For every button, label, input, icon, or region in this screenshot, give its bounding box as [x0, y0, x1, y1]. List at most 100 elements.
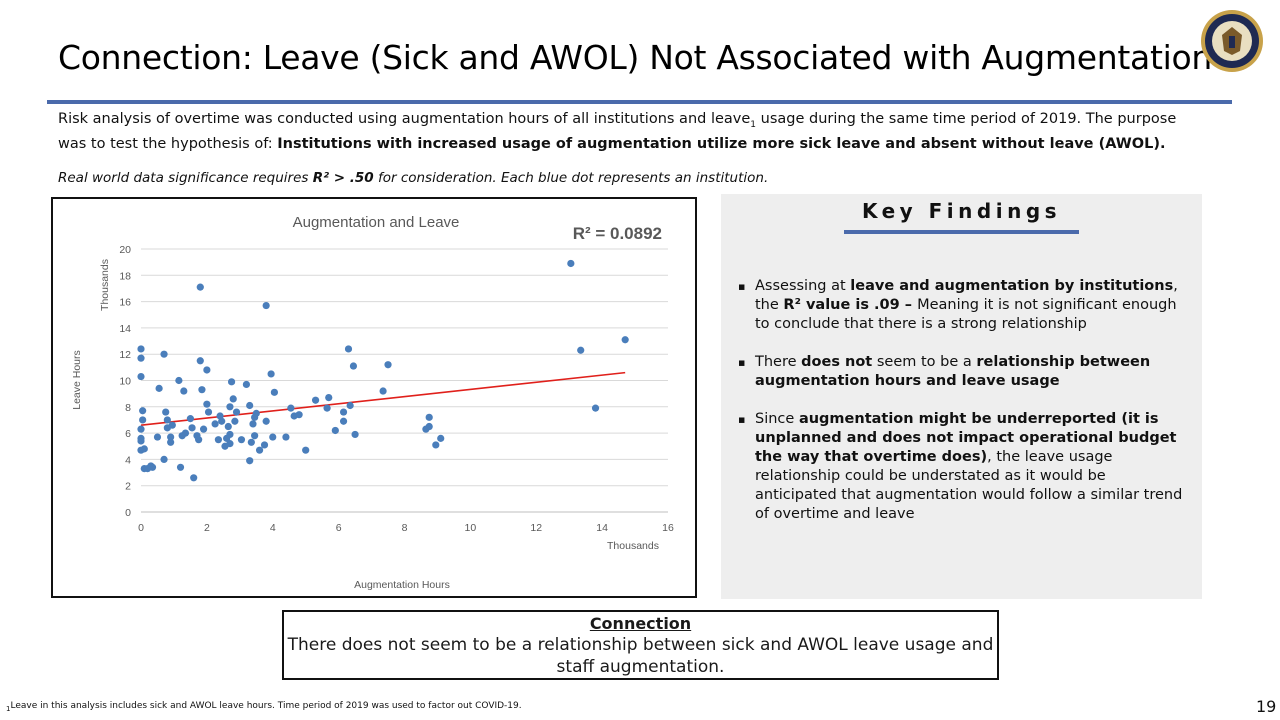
finding-bold: R² value is .09 –	[783, 297, 918, 313]
y-units-label: Thousands	[99, 259, 111, 311]
data-point	[231, 417, 239, 425]
data-point	[168, 421, 176, 429]
data-point	[226, 430, 234, 439]
data-point	[137, 354, 145, 362]
note-text-a: Real world data significance requires	[58, 170, 313, 186]
finding-bold: leave and augmentation by institutions	[850, 278, 1174, 294]
data-point	[621, 336, 629, 344]
data-point	[167, 438, 175, 446]
data-point	[232, 408, 241, 416]
data-point	[140, 445, 148, 453]
data-point	[425, 422, 433, 431]
finding-item: ▪ Assessing at leave and augmentation by …	[736, 277, 1186, 334]
finding-text: Meaning it is not significant enough to …	[755, 297, 1177, 332]
data-point	[229, 395, 237, 403]
data-point	[137, 372, 145, 381]
data-point	[188, 424, 196, 432]
key-findings-list: ▪ Assessing at leave and augmentation by …	[736, 277, 1186, 543]
key-findings-panel: Key Findings ▪ Assessing at leave and aug…	[721, 194, 1202, 599]
data-point	[267, 370, 275, 378]
y-tick-label: 2	[125, 481, 131, 493]
footnote-number: 1	[6, 704, 11, 713]
data-point	[148, 463, 157, 471]
data-point	[180, 387, 188, 395]
x-tick-label: 12	[530, 522, 542, 534]
data-point	[196, 357, 204, 365]
data-point	[432, 441, 440, 449]
data-point	[242, 380, 250, 389]
finding-bold: does not	[801, 354, 873, 370]
data-point	[227, 378, 236, 386]
data-point	[196, 283, 204, 291]
data-point	[199, 425, 208, 433]
data-point	[379, 387, 387, 395]
data-point	[251, 432, 259, 440]
finding-text: , the	[755, 278, 1178, 313]
data-point	[270, 388, 278, 396]
data-point	[137, 345, 145, 353]
data-point	[203, 400, 211, 408]
data-point	[384, 361, 392, 369]
data-point	[262, 301, 270, 310]
data-point	[249, 420, 257, 428]
data-point	[351, 430, 359, 439]
finding-bold: relationship between augmentation hours …	[755, 354, 1151, 389]
data-point	[226, 440, 234, 448]
key-findings-title: Key Findings	[861, 199, 1062, 223]
data-point	[155, 384, 163, 392]
data-point	[346, 401, 354, 410]
x-axis-label: Augmentation Hours	[354, 579, 450, 591]
data-point	[262, 417, 270, 425]
data-point	[190, 474, 198, 482]
x-tick-label: 2	[204, 522, 210, 534]
x-tick-label: 14	[596, 522, 608, 534]
data-point	[325, 393, 333, 402]
data-point	[137, 437, 145, 445]
data-point	[349, 362, 358, 370]
department-seal-logo	[1201, 10, 1263, 72]
hypothesis-text: Institutions with increased usage of aug…	[277, 135, 1166, 152]
finding-bold: augmentation might be underreported (it …	[755, 411, 1177, 465]
data-point	[160, 350, 168, 358]
scatter-chart: Augmentation and Leave R² = 0.0892 0 2 4 6 8…	[71, 214, 674, 591]
data-point	[204, 408, 213, 416]
note-text-b: for consideration. Each blue dot represe…	[373, 170, 769, 186]
footnote: 1Leave in this analysis includes sick an…	[6, 701, 522, 713]
data-point	[167, 433, 175, 441]
data-point	[344, 345, 353, 353]
intro-text-b: usage during the same time period of 201…	[58, 111, 1177, 152]
data-point	[295, 411, 303, 419]
data-point	[339, 408, 348, 416]
note-threshold: R² > .50	[312, 170, 374, 186]
data-point	[252, 409, 260, 417]
data-point	[339, 417, 348, 425]
data-point	[224, 422, 232, 431]
y-tick-label: 20	[119, 244, 131, 256]
title-divider	[47, 100, 1232, 104]
intro-text-a: Risk analysis of overtime was conducted …	[58, 111, 751, 127]
footnote-text: Leave in this analysis includes sick and…	[10, 701, 522, 711]
data-point	[577, 346, 585, 354]
data-point	[437, 434, 445, 442]
data-point	[139, 416, 147, 424]
data-point	[163, 416, 171, 424]
finding-text: Since	[755, 411, 799, 427]
y-tick-label: 8	[125, 402, 131, 414]
data-point	[139, 407, 147, 415]
data-point	[260, 441, 269, 449]
data-point	[282, 433, 290, 441]
y-tick-label: 4	[125, 454, 131, 466]
bullet-icon: ▪	[738, 356, 746, 369]
y-tick-label: 12	[119, 349, 131, 361]
data-point	[211, 420, 219, 428]
key-findings-underline	[844, 230, 1079, 234]
data-point	[175, 376, 183, 385]
finding-item: ▪ There does not seem to be a relationshi…	[736, 353, 1186, 391]
y-tick-label: 18	[119, 270, 131, 282]
x-tick-label: 4	[270, 522, 276, 534]
scatter-chart-frame: Augmentation and Leave R² = 0.0892 0 2 4 6 8…	[51, 197, 697, 598]
x-tick-label: 16	[662, 522, 674, 534]
x-tick-label: 0	[138, 522, 144, 534]
data-point	[323, 404, 331, 412]
x-tick-label: 8	[402, 522, 408, 534]
